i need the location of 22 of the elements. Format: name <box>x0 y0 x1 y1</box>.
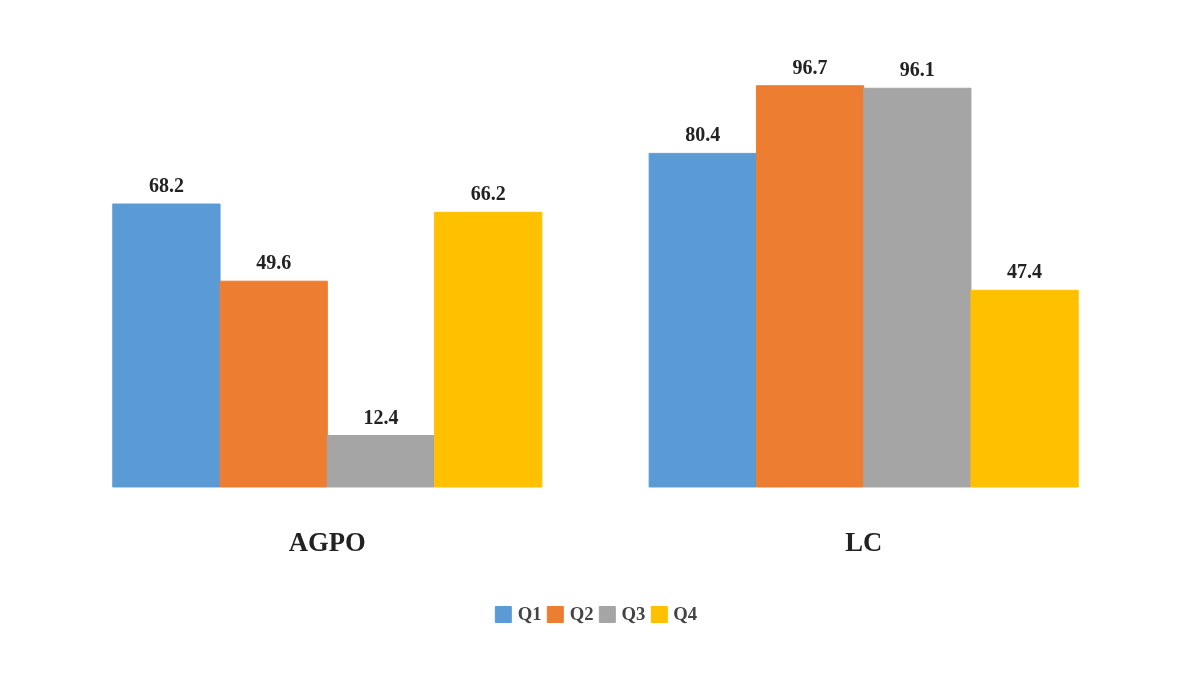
data-label: 47.4 <box>1007 260 1043 283</box>
data-label: 12.4 <box>363 405 399 428</box>
data-label: 96.7 <box>792 55 828 78</box>
data-label: 49.6 <box>256 251 292 274</box>
bar <box>648 152 757 488</box>
data-label: 68.2 <box>148 174 184 196</box>
data-label: 80.4 <box>685 123 721 146</box>
bar <box>755 85 865 488</box>
data-label: 66.2 <box>470 182 506 205</box>
x-tick-label: LC <box>845 526 883 557</box>
x-tick-label: AGPO <box>288 526 366 557</box>
data-label: 96.1 <box>899 58 935 81</box>
bar <box>326 435 436 488</box>
legend-label: Q2 <box>569 603 594 625</box>
legend-label: Q1 <box>517 603 542 625</box>
bar <box>434 211 543 488</box>
bar <box>219 280 328 488</box>
legend-label: Q4 <box>673 603 698 625</box>
bar <box>970 289 1079 488</box>
bar <box>863 87 972 488</box>
bar <box>112 203 221 488</box>
legend-label: Q3 <box>621 603 646 625</box>
